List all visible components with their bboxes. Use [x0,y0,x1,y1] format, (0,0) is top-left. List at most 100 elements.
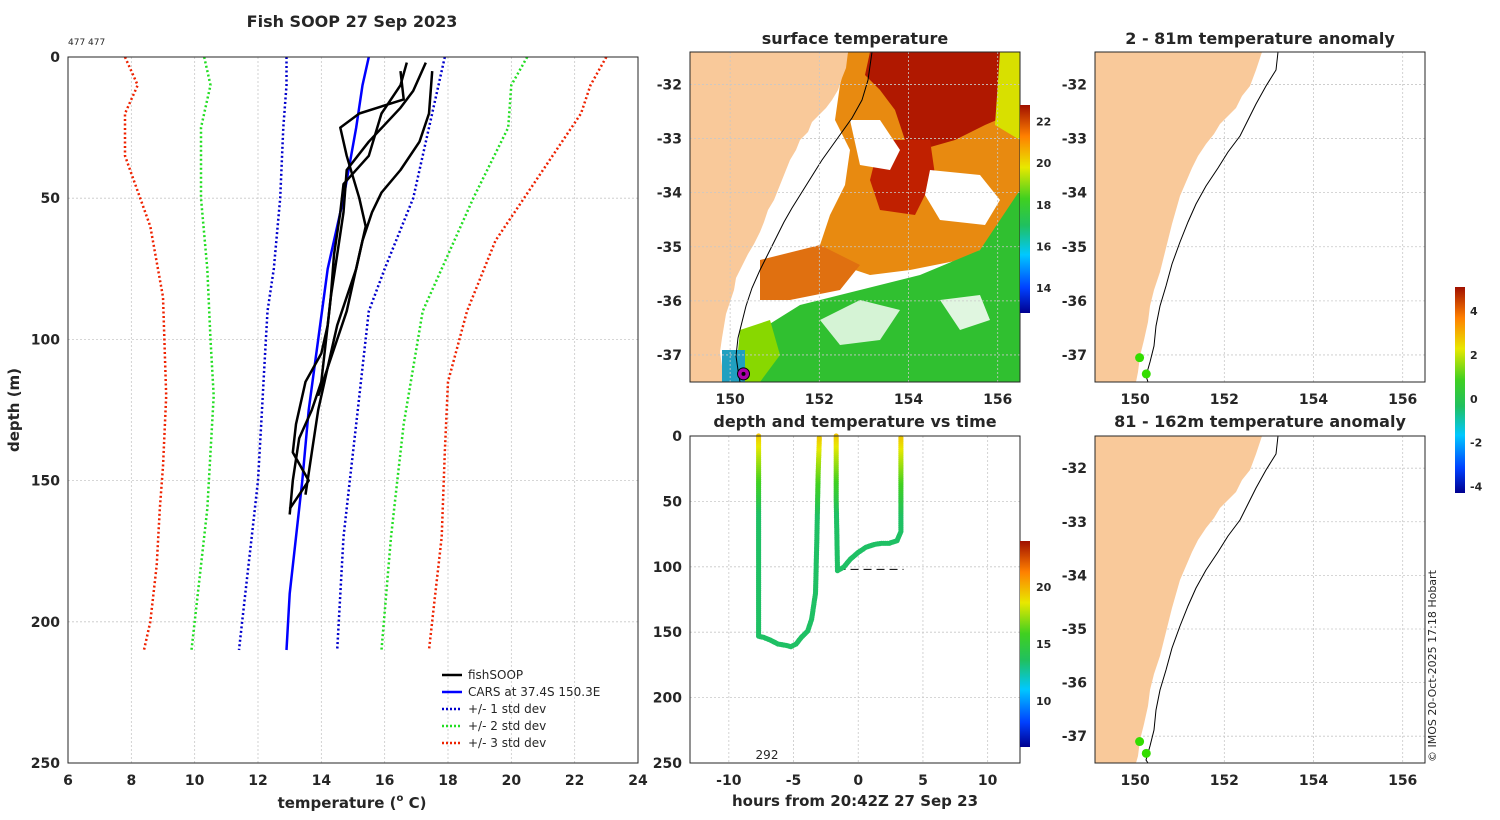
anom1-xtick: 154 [1299,392,1328,408]
anom1-isobath [1145,51,1279,383]
sst-xtick: 156 [983,392,1012,408]
sst-colorbar [1020,105,1030,313]
fish-profile-line [288,62,427,510]
anom2-ytick: -32 [1062,461,1087,477]
timeseries-ytick: 50 [663,494,683,510]
profile-legend: fishSOOP CARS at 37.4S 150.3E +/- 1 std … [442,668,600,750]
sst-ytick: -36 [657,294,682,310]
timeseries-ytick: 200 [653,691,682,707]
profile-xtick: 16 [375,773,394,789]
profile-frame [67,56,639,764]
timeseries-ytick: 100 [653,560,682,576]
timeseries-xtick: 0 [853,773,863,789]
timeseries-colorbar-ticks: 10 15 20 [1036,581,1052,708]
anom2-ytick: -34 [1062,568,1088,584]
timeseries-xlabel: hours from 20:42Z 27 Sep 23 [732,792,978,810]
profile-fish-lines [288,62,434,515]
anom1-ytick: -36 [1062,294,1087,310]
profile-xlabel: temperature (o C) [278,793,427,812]
sst-land [690,52,848,382]
anom1-ytick: -32 [1062,77,1087,93]
timeseries-frame [689,435,1021,764]
timeseries-annotation: 292 [756,748,779,762]
profile-cars-line [285,56,371,651]
timeseries-colorbar-tick: 10 [1036,695,1052,708]
legend-std3: +/- 3 std dev [468,736,546,750]
profile-xtick: 6 [63,773,73,789]
profile-xtick: 12 [248,773,267,789]
timeseries-grid [690,435,1020,764]
profile-xtick: 8 [126,773,136,789]
legend-std2: +/- 2 std dev [468,719,546,733]
anom1-xtick: 152 [1210,392,1239,408]
timeseries-xtick: -5 [786,773,802,789]
std-line [190,56,215,651]
anom1-land [1095,52,1262,382]
anom1-frame [1094,51,1426,383]
credit-text: © IMOS 20-Oct-2025 17:18 Hobart [1426,569,1439,762]
anom2-anomaly-point [1135,737,1145,747]
profile-ytick: 200 [31,615,60,631]
timeseries-track [756,433,904,650]
anom1-xtick: 156 [1388,392,1417,408]
anom1-xtick: 150 [1121,392,1150,408]
anom1-grid [1095,52,1425,382]
anom2-frame [1094,435,1426,764]
sst-isobath [735,51,873,383]
timeseries-xtick: 5 [918,773,928,789]
profile-ytick: 150 [31,474,60,490]
profile-id-label: 477 477 [68,38,105,48]
std-line [237,57,288,651]
sst-ytick: -33 [657,132,682,148]
profile-xtick: 14 [312,773,332,789]
anom2-xtick: 150 [1121,773,1150,789]
timeseries-ytick: 0 [672,429,682,445]
profile-xtick: 18 [438,773,457,789]
anom2-panel: 81 - 162m temperature anomaly 150 152 154 1… [1062,412,1426,789]
sst-grid [690,52,1020,382]
sst-title: surface temperature [762,29,949,48]
sst-panel: surface temperature 150 152 154 156 -32 -33 -3… [657,29,1052,408]
anom1-title: 2 - 81m temperature anomaly [1125,29,1395,48]
sst-ytick: -37 [657,348,682,364]
anom1-ytick: -34 [1062,186,1088,202]
anomaly-colorbar-tick: 0 [1470,393,1478,406]
profile-xtick: 10 [185,773,205,789]
anom2-xtick: 154 [1299,773,1328,789]
legend-std1: +/- 1 std dev [468,702,546,716]
std-line [427,56,608,651]
anom2-ytick: -36 [1062,676,1087,692]
fish-profile-line [317,70,405,397]
timeseries-colorbar [1020,541,1030,747]
profile-ytick: 100 [31,332,60,348]
timeseries-point [898,435,904,441]
timeseries-point [816,435,822,441]
anomaly-colorbar-tick: -4 [1470,480,1483,493]
anomaly-colorbar [1455,287,1465,493]
timeseries-colorbar-tick: 20 [1036,581,1052,594]
sst-colorbar-tick: 16 [1036,240,1052,253]
anom1-panel: 2 - 81m temperature anomaly 150 152 154 156… [1062,29,1426,408]
profile-ylabel: depth (m) [5,368,23,452]
legend-cars: CARS at 37.4S 150.3E [468,685,600,699]
sst-colorbar-tick: 20 [1036,157,1052,170]
anom2-anomaly-point [1141,748,1151,758]
anom2-ytick: -37 [1062,729,1087,745]
profile-ytick: 0 [50,50,60,66]
sst-xtick: 154 [894,392,923,408]
anomaly-colorbar-tick: -2 [1470,437,1482,450]
profile-panel: Fish SOOP 27 Sep 2023 477 477 6 8 10 12 14 16… [5,12,648,812]
timeseries-xtick: -10 [716,773,742,789]
sst-ticks: 150 152 154 156 -32 -33 -34 -35 -36 -37 [657,77,1013,408]
station-marker-center [741,371,746,376]
timeseries-xtick: 10 [978,773,998,789]
sst-station-marker [737,367,751,381]
anom2-isobath [1145,435,1279,764]
profile-ytick: 50 [41,191,61,207]
anom2-ytick: -33 [1062,515,1087,531]
profile-title: Fish SOOP 27 Sep 2023 [247,12,458,31]
anomaly-colorbar-ticks: -4 -2 0 2 4 [1470,305,1483,493]
sst-colorbar-tick: 18 [1036,199,1051,212]
